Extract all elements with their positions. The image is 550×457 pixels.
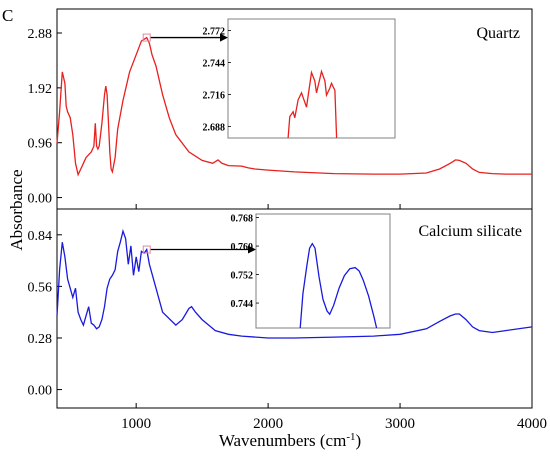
calcium-silicate-arrowhead <box>248 245 256 254</box>
quartz-inset-frame <box>227 18 396 139</box>
y-tick-label: 0.28 <box>28 332 53 347</box>
y-tick-label: 0.00 <box>28 192 53 207</box>
x-tick-label: 1000 <box>121 416 151 432</box>
quartz-spectrum-line <box>56 36 532 177</box>
y-tick-label: 0.56 <box>28 280 53 295</box>
calcium-silicate-inset-frame <box>255 213 391 329</box>
calcium-silicate-inset-line <box>299 242 378 329</box>
y-axis-label: Absorbance <box>7 169 26 250</box>
inset-tick-label: 2.744 <box>203 58 226 69</box>
quartz-zoom-marker <box>142 33 151 42</box>
y-tick-label: 0.84 <box>28 229 53 244</box>
quartz-arrowhead <box>220 33 228 42</box>
inset-tick-label: 2.772 <box>203 26 226 37</box>
y-tick-label: 2.88 <box>28 27 53 42</box>
quartz-inset-y-ticks: 2.688 2.716 2.744 2.772 <box>203 26 231 134</box>
x-tick-label: 2000 <box>253 416 283 432</box>
inset-tick-label: 2.688 <box>203 123 226 134</box>
panel-letter: C <box>2 6 13 25</box>
inset-tick-label: 0.768 <box>231 214 254 225</box>
x-tick-label: 4000 <box>517 416 547 432</box>
calcium-silicate-legend-label: Calcium silicate <box>418 223 522 240</box>
x-tick-label: 3000 <box>385 416 415 432</box>
quartz-inset: 2.688 2.716 2.744 2.772 <box>203 18 396 139</box>
quartz-panel: 0.000.961.922.88 Quartz 2.6882.7162.7442… <box>28 18 532 207</box>
calcium-silicate-inset: 0.744 0.752 0.760 0.768 <box>231 213 391 329</box>
quartz-y-ticks: 0.00 0.96 1.92 2.88 <box>28 27 62 207</box>
x-axis-label: Wavenumbers (cm-1) <box>219 431 361 450</box>
inset-tick-label: 0.752 <box>231 271 254 282</box>
calcium-silicate-y-ticks: 0.00 0.28 0.56 0.84 <box>28 229 62 399</box>
inset-tick-label: 0.744 <box>231 299 254 310</box>
y-tick-label: 1.92 <box>28 82 53 97</box>
calcium-silicate-spectrum-line <box>56 228 533 339</box>
x-ticks: 1000 2000 3000 4000 <box>121 204 547 432</box>
y-tick-label: 0.00 <box>28 384 53 399</box>
calcium-silicate-inset-y-ticks: 0.744 0.752 0.760 0.768 <box>231 214 259 310</box>
quartz-legend-label: Quartz <box>476 25 520 42</box>
quartz-inset-line <box>287 69 338 139</box>
y-tick-label: 0.96 <box>28 137 53 152</box>
calcium-silicate-zoom-marker <box>142 245 151 254</box>
inset-tick-label: 2.716 <box>203 91 226 102</box>
calcium-silicate-panel: 0.000.280.560.84 Calcium silicate 0.7440… <box>28 213 533 399</box>
inset-tick-label: 0.760 <box>231 242 254 253</box>
